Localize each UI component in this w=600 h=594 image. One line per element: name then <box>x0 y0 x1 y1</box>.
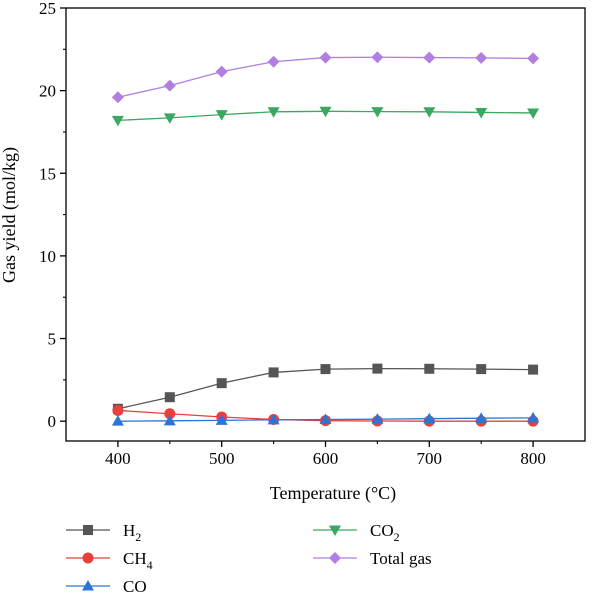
plot-border <box>65 7 586 442</box>
x-tick-label: 700 <box>417 449 443 468</box>
data-point-co2 <box>111 115 124 127</box>
data-point-total-gas <box>319 51 332 64</box>
data-point-co <box>319 413 332 425</box>
data-point-total-gas <box>527 52 540 65</box>
data-point-co <box>475 412 488 423</box>
data-point-h2 <box>216 378 227 389</box>
x-tick-label: 500 <box>209 449 235 468</box>
legend-item-ch4: CH4 <box>66 549 153 572</box>
x-tick-label: 400 <box>105 449 131 468</box>
data-point-total-gas <box>163 79 176 92</box>
data-point-co <box>267 413 280 425</box>
data-point-h2 <box>372 363 383 374</box>
data-point-co2 <box>267 107 280 118</box>
plot-frame <box>65 7 586 442</box>
series-co <box>111 411 540 426</box>
data-point-co <box>215 414 228 425</box>
data-point-total-gas <box>215 65 228 78</box>
series-layer <box>111 51 540 427</box>
data-point-co2 <box>319 106 332 118</box>
legend-item-co2: CO2 <box>313 521 400 544</box>
series-total-gas <box>111 51 540 104</box>
data-point-h2 <box>268 367 279 378</box>
legend-marker <box>82 552 94 564</box>
axes: 400 500 600 700 800 0 5 10 15 20 25 <box>39 0 546 468</box>
data-point-co <box>163 414 176 426</box>
legend-marker <box>83 525 93 535</box>
series-co2 <box>111 106 540 127</box>
data-point-co <box>111 415 124 426</box>
x-tick-label: 600 <box>313 449 339 468</box>
data-point-co2 <box>423 107 436 118</box>
x-axis-title: Temperature (°C) <box>270 483 396 504</box>
data-point-co <box>371 413 384 424</box>
data-point-ch4 <box>112 404 124 416</box>
data-point-total-gas <box>267 55 280 68</box>
data-point-h2 <box>424 363 435 374</box>
data-point-h2 <box>528 364 539 375</box>
legend-label: H2 <box>123 521 141 544</box>
series-line-h2 <box>117 367 534 410</box>
legend-label: CO <box>123 577 147 594</box>
data-point-co2 <box>475 107 488 119</box>
data-point-ch4 <box>164 408 176 420</box>
series-h2 <box>112 363 539 414</box>
data-point-h2 <box>320 364 331 375</box>
y-tick-label: 15 <box>39 164 56 183</box>
y-tick-label: 5 <box>48 330 57 349</box>
legend-marker <box>329 552 341 564</box>
y-tick-label: 10 <box>39 247 56 266</box>
data-point-total-gas <box>111 91 124 104</box>
y-tick-label: 20 <box>39 82 56 101</box>
y-tick-label: 25 <box>39 0 56 18</box>
legend-label: CO2 <box>370 521 400 544</box>
legend-label: CH4 <box>123 549 153 572</box>
data-point-co2 <box>371 107 384 118</box>
y-tick-label: 0 <box>48 412 57 431</box>
legend-marker <box>329 525 341 536</box>
legend-item-co: CO <box>66 577 147 594</box>
y-axis-title: Gas yield (mol/kg) <box>0 147 20 283</box>
legend-item-h2: H2 <box>66 521 141 544</box>
data-point-total-gas <box>371 51 384 64</box>
data-point-co2 <box>215 110 228 121</box>
x-tick-label: 800 <box>520 449 546 468</box>
data-point-h2 <box>164 392 175 403</box>
data-point-co2 <box>163 113 176 124</box>
data-point-total-gas <box>423 51 436 64</box>
legend: H2 CH4 CO CO2 Total gas <box>66 521 432 594</box>
data-point-co <box>527 411 540 423</box>
data-point-h2 <box>476 364 487 375</box>
legend-label: Total gas <box>370 549 432 568</box>
data-point-total-gas <box>475 51 488 64</box>
data-point-co2 <box>527 108 540 119</box>
legend-item-total-gas: Total gas <box>313 549 432 568</box>
legend-marker <box>82 580 94 591</box>
data-point-co <box>423 412 436 424</box>
